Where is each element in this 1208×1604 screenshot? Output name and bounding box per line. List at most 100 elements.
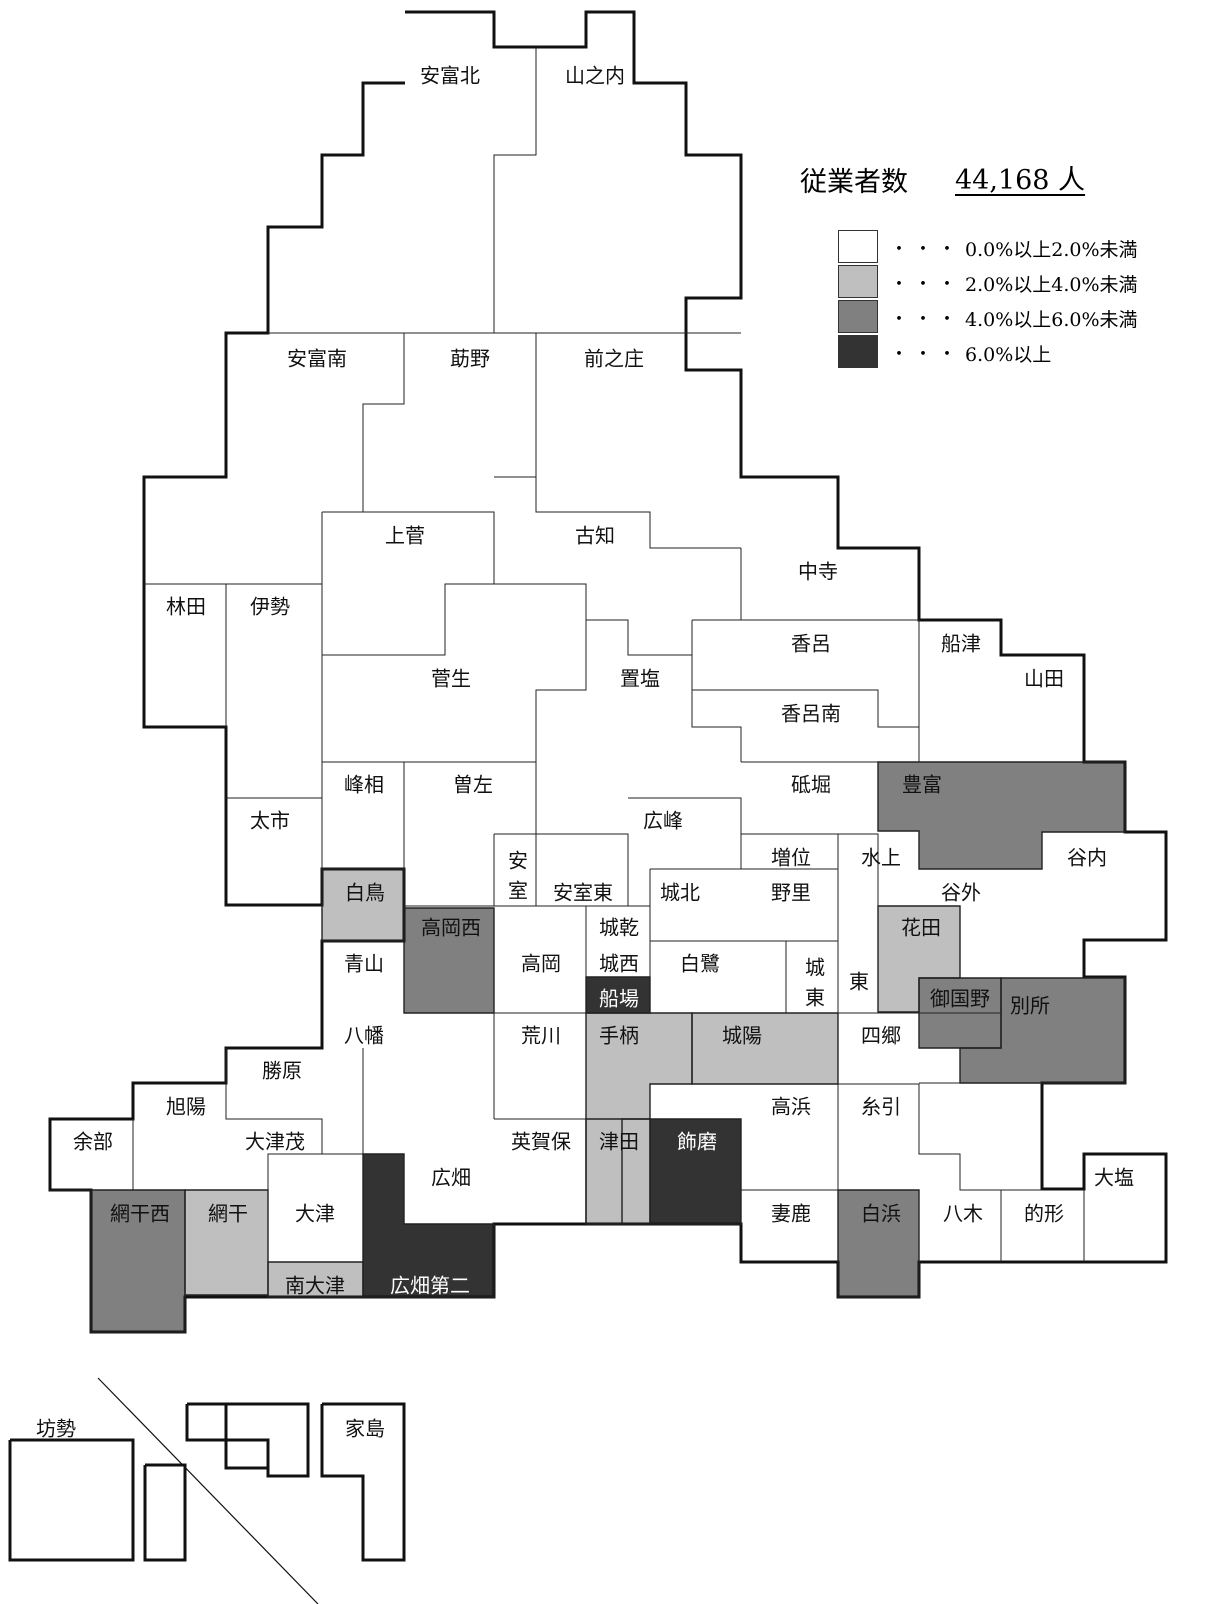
boundary-line — [322, 583, 494, 656]
district-label: 八幡 — [344, 1024, 384, 1048]
legend-row-2: ・・・ 4.0%以上6.0%未満 — [838, 300, 1208, 334]
district-label: 四郷 — [861, 1024, 901, 1048]
district-飾磨 — [650, 1119, 741, 1224]
district-label: 城乾 — [599, 916, 639, 940]
district-label: 野里 — [771, 881, 811, 905]
district-label: 高岡 — [521, 952, 561, 976]
inset-divider-line — [97, 1377, 319, 1604]
district-label: 山之内 — [565, 64, 625, 88]
district-label: 手柄 — [599, 1024, 639, 1048]
boundary-line — [692, 619, 920, 762]
legend-dots-2: ・・・ — [890, 309, 962, 330]
shaded-border — [691, 1012, 839, 1085]
district-label: 安室東 — [553, 881, 613, 905]
district-label: 室 — [508, 879, 528, 903]
district-label: 砥堀 — [791, 773, 831, 797]
island-outline — [8, 1438, 135, 1562]
legend-dots-0: ・・・ — [890, 239, 962, 260]
district-label: 広畑第二 — [390, 1274, 470, 1298]
island-outline — [320, 1402, 406, 1562]
boundary-line — [691, 620, 742, 762]
boundary-line — [586, 619, 692, 656]
city-outline — [48, 10, 1168, 1334]
shaded-border — [90, 1189, 186, 1333]
district-label: 山田 — [1024, 667, 1064, 691]
district-網干 — [185, 1190, 268, 1295]
district-label: 安富南 — [287, 347, 347, 371]
district-label: 谷外 — [941, 881, 981, 905]
district-広畑第二 — [363, 1154, 494, 1297]
shaded-border — [959, 977, 1126, 1084]
district-label: 飾磨 — [677, 1130, 717, 1154]
district-label: 太市 — [250, 809, 290, 833]
district-白浜 — [838, 1190, 919, 1297]
legend-label-3: 6.0%以上 — [965, 344, 1052, 366]
district-label: 林田 — [166, 595, 206, 619]
district-label: 大津茂 — [245, 1130, 305, 1154]
district-label: 旭陽 — [166, 1095, 206, 1119]
district-label: 置塩 — [620, 667, 660, 691]
district-船場 — [586, 977, 650, 1013]
legend-dots-1: ・・・ — [890, 274, 962, 295]
district-label: 勝原 — [262, 1059, 302, 1083]
district-label: 城陽 — [722, 1024, 762, 1048]
district-label: 城北 — [660, 881, 700, 905]
district-label: 花田 — [901, 916, 941, 940]
district-label: 菅生 — [431, 667, 471, 691]
district-label: 英賀保 — [511, 1130, 571, 1154]
district-白鳥 — [322, 869, 404, 941]
shaded-border — [403, 907, 495, 1014]
district-label: 高岡西 — [421, 916, 481, 940]
district-label: 中寺 — [798, 560, 838, 584]
district-label: 妻鹿 — [771, 1202, 811, 1226]
district-label: 安 — [508, 849, 528, 873]
district-label: 網干西 — [110, 1202, 170, 1226]
district-label: 城 — [805, 956, 825, 980]
shaded-border — [877, 761, 1126, 870]
district-label: 御国野 — [930, 987, 990, 1011]
boundary-line — [445, 583, 587, 834]
district-label: 曽左 — [453, 773, 493, 797]
legend-swatch-0 — [838, 230, 878, 263]
district-label: 船津 — [941, 632, 981, 656]
boundary-line — [322, 511, 495, 584]
district-label: 広峰 — [643, 809, 683, 833]
legend-title: 従業者数 — [800, 167, 908, 198]
boundary-line — [225, 1048, 363, 1155]
district-南大津 — [268, 1262, 363, 1297]
legend-swatch-1 — [838, 265, 878, 298]
district-label: 峰相 — [344, 773, 384, 797]
boundary-line — [493, 47, 537, 333]
boundary-line — [535, 333, 741, 549]
island-outline — [143, 1463, 187, 1562]
district-label: 船場 — [599, 987, 639, 1011]
boundary-line — [362, 333, 405, 512]
district-label: 白浜 — [861, 1202, 901, 1226]
district-label: 高浜 — [771, 1095, 811, 1119]
legend-dots-3: ・・・ — [890, 344, 962, 365]
legend-row-0: ・・・ 0.0%以上2.0%未満 — [838, 230, 1208, 264]
district-label: 坊勢 — [36, 1417, 76, 1441]
district-花田 — [878, 906, 960, 1012]
shaded-border — [362, 1153, 495, 1298]
shaded-border — [649, 1118, 742, 1225]
district-label: 莇野 — [450, 347, 490, 371]
district-label: 八木 — [943, 1202, 983, 1226]
district-label: 大津 — [295, 1202, 335, 1226]
district-label: 増位 — [771, 846, 811, 870]
district-label: 余部 — [73, 1130, 113, 1154]
district-label: 東 — [849, 970, 869, 994]
district-label: 安富北 — [420, 64, 480, 88]
district-豊富 — [878, 762, 1125, 869]
district-label: 古知 — [575, 524, 615, 548]
district-label: 津田 — [599, 1130, 639, 1154]
district-label: 荒川 — [521, 1024, 561, 1048]
district-label: 香呂南 — [781, 702, 841, 726]
district-label: 前之庄 — [584, 347, 644, 371]
district-label: 家島 — [345, 1417, 385, 1441]
district-label: 的形 — [1024, 1202, 1064, 1226]
boundary-line — [494, 833, 629, 906]
district-boundaries — [8, 10, 1168, 1604]
